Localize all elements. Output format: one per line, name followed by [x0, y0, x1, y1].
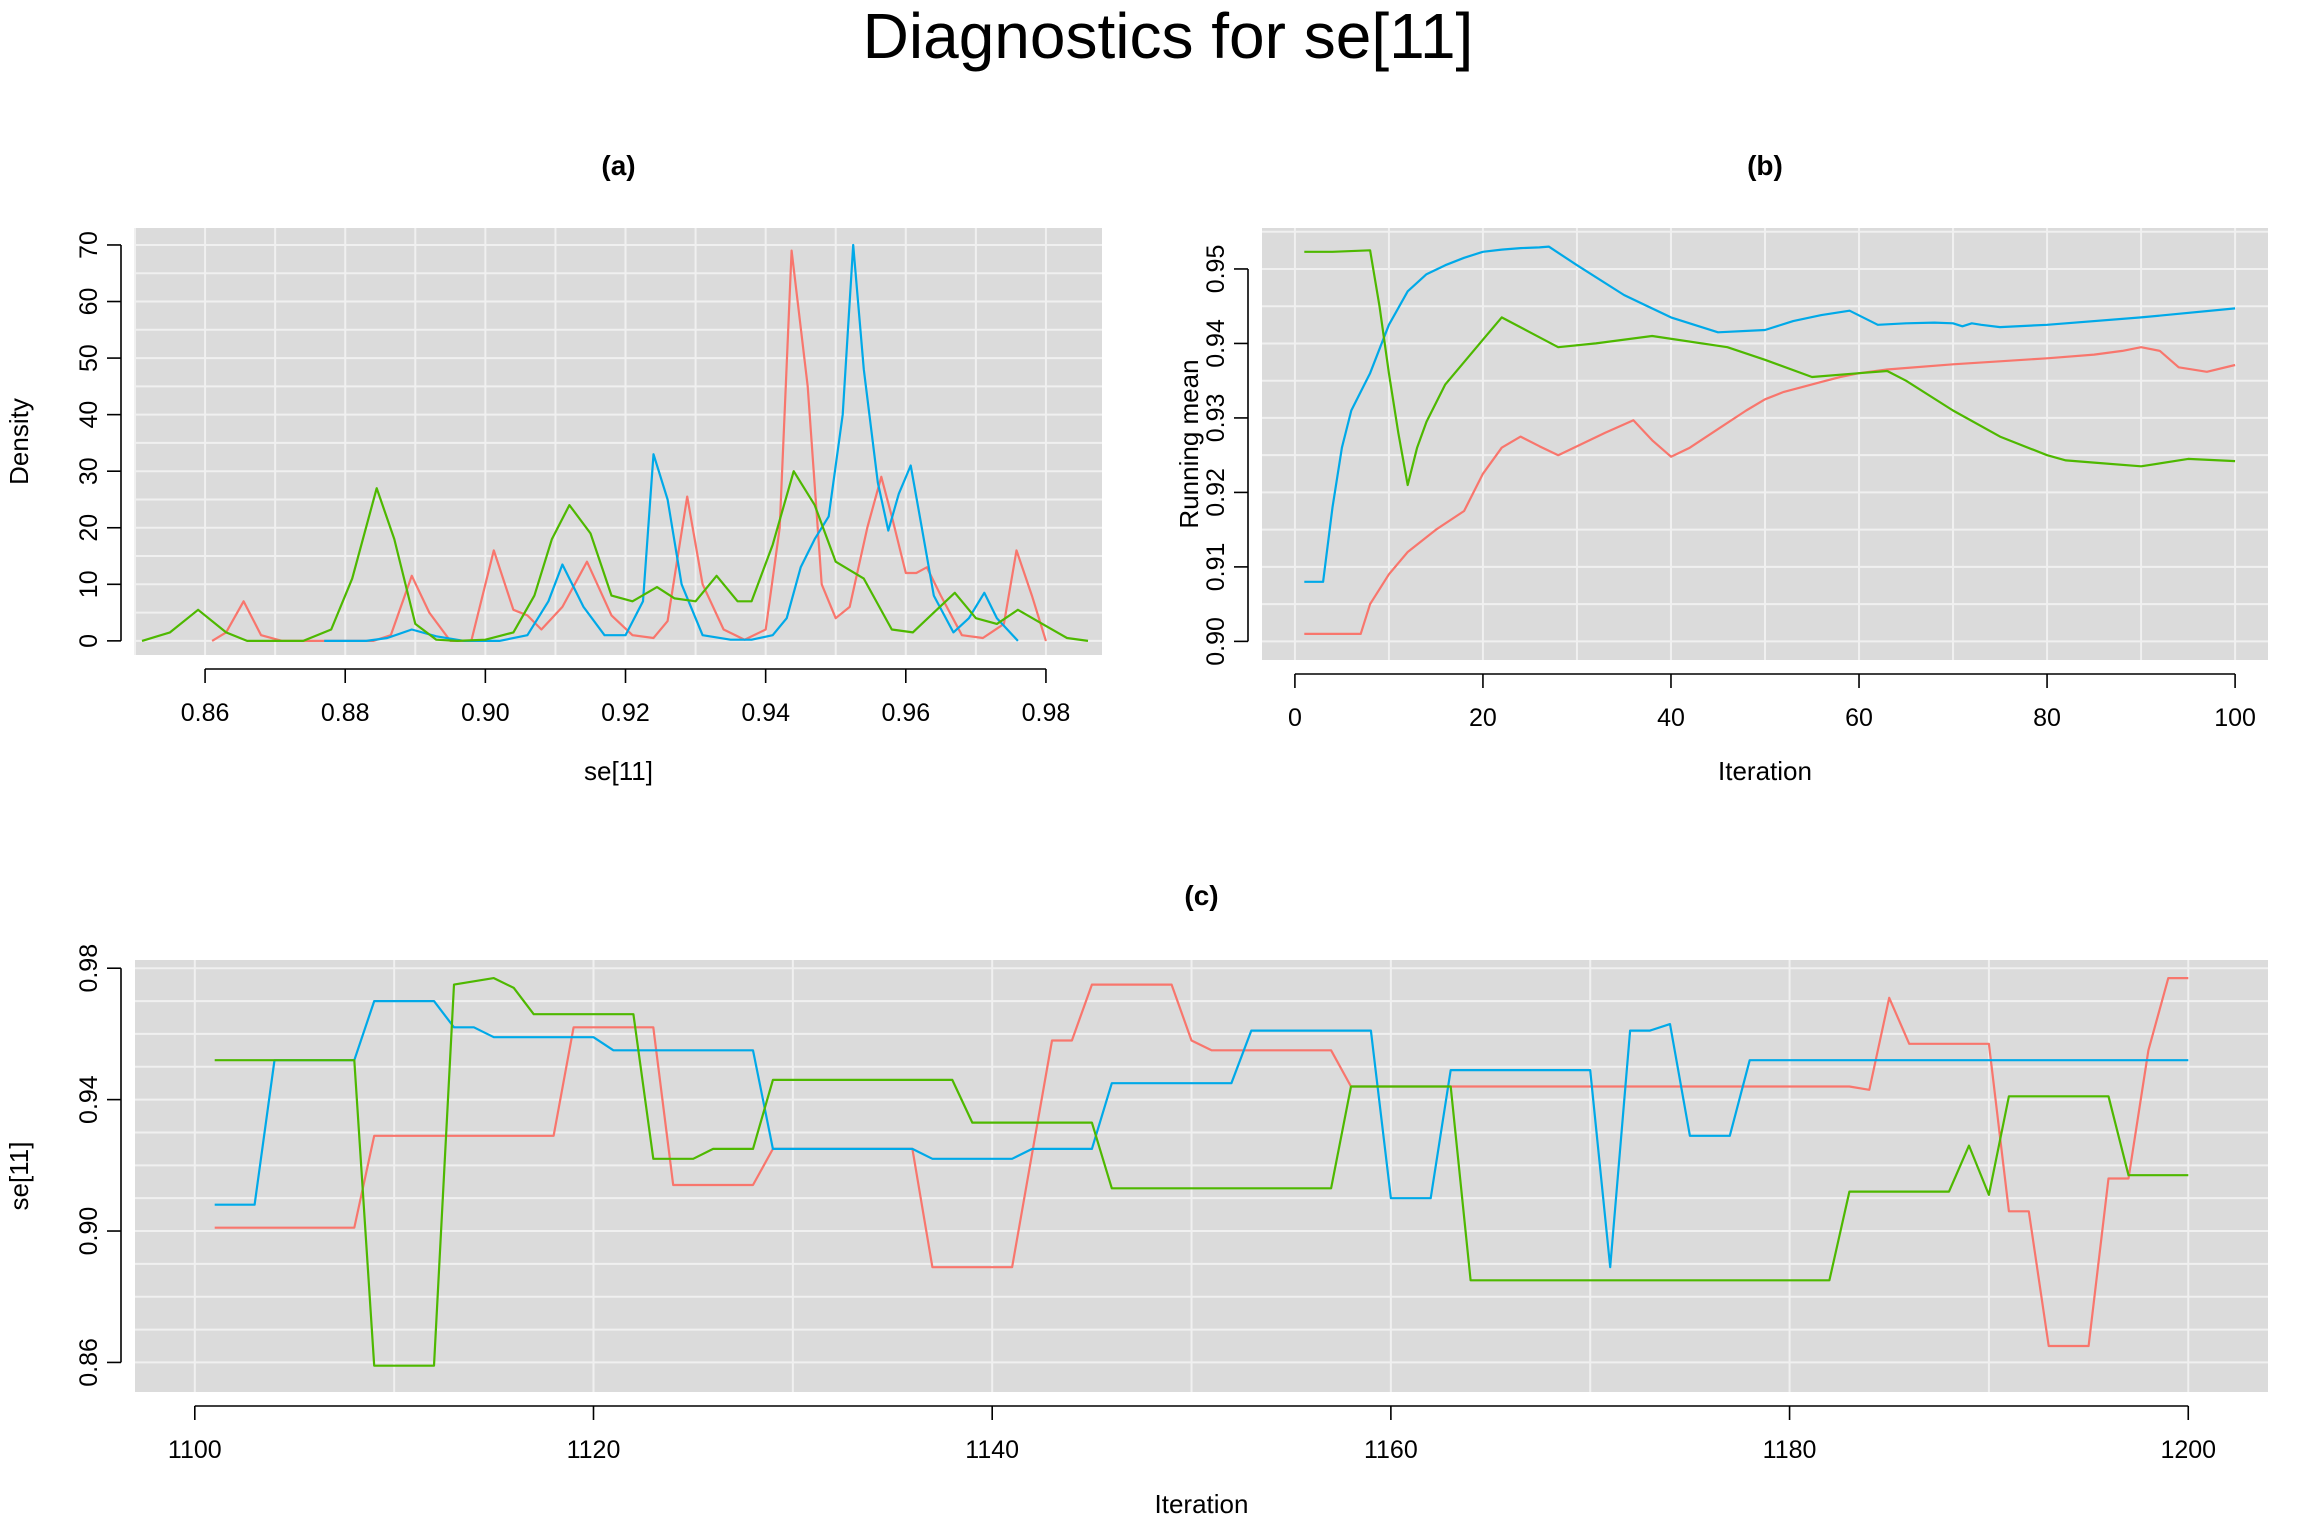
- y-tick-label: 60: [75, 288, 103, 316]
- y-axis-label: se[11]: [4, 1142, 34, 1211]
- x-tick-label: 20: [1469, 704, 1497, 732]
- x-tick-label: 0.96: [881, 699, 930, 727]
- x-tick-label: 1200: [2160, 1436, 2216, 1464]
- x-tick-label: 0.88: [321, 699, 370, 727]
- x-tick-label: 40: [1657, 704, 1685, 732]
- series-line-2: [324, 243, 1019, 643]
- main-title: Diagnostics for se[11]: [863, 0, 1474, 72]
- y-tick-label: 0.95: [1202, 245, 1230, 294]
- x-axis-label: Iteration: [1718, 756, 1812, 786]
- x-tick-label: 0.94: [741, 699, 790, 727]
- plot-background: [135, 960, 2268, 1392]
- y-tick-label: 0.86: [75, 1338, 103, 1387]
- series-line-1: [214, 976, 2189, 1348]
- panel-title: (b): [1747, 150, 1783, 181]
- y-tick-label: 10: [75, 570, 103, 598]
- y-axis-label: Density: [4, 398, 34, 485]
- y-tick-label: 70: [75, 231, 103, 259]
- y-tick-label: 20: [75, 514, 103, 542]
- x-tick-label: 100: [2214, 704, 2256, 732]
- y-tick-label: 0.98: [75, 944, 103, 993]
- series-line-2: [214, 999, 2189, 1269]
- x-tick-label: 0: [1288, 704, 1302, 732]
- y-tick-label: 0: [75, 634, 103, 648]
- y-axis-label: Running mean: [1174, 359, 1204, 528]
- y-tick-label: 0.94: [1202, 319, 1230, 368]
- y-tick-label: 40: [75, 401, 103, 429]
- x-tick-label: 1180: [1763, 1436, 1817, 1464]
- x-tick-label: 1120: [567, 1436, 621, 1464]
- x-tick-label: 1160: [1364, 1436, 1418, 1464]
- panel-c: 1100 1120 1140 1160 1180 1200 0.86 0.90 0.94 0.98…: [4, 880, 2268, 1519]
- x-tick-label: 0.98: [1022, 699, 1071, 727]
- plot-background: [135, 228, 1102, 655]
- series-line-1: [211, 249, 1047, 643]
- panel-title: (c): [1184, 880, 1218, 911]
- x-tick-label: 1140: [965, 1436, 1019, 1464]
- y-tick-label: 0.94: [75, 1075, 103, 1124]
- y-tick-label: 0.92: [1202, 468, 1230, 517]
- series-line-3: [1304, 249, 2236, 487]
- x-axis-label: Iteration: [1155, 1489, 1249, 1519]
- series-line-2: [1304, 245, 2236, 583]
- x-tick-label: 1100: [168, 1436, 222, 1464]
- series-line-3: [214, 976, 2189, 1367]
- series-line-1: [1304, 346, 2236, 636]
- x-tick-label: 0.92: [601, 699, 650, 727]
- panel-a: 0.86 0.88 0.90 0.92 0.94 0.96 0.98 0 10 20 30 40 50 6…: [4, 150, 1102, 786]
- x-tick-label: 60: [1845, 704, 1873, 732]
- series-line-3: [141, 470, 1089, 643]
- y-tick-label: 30: [75, 457, 103, 485]
- x-axis-label: se[11]: [584, 756, 653, 786]
- y-tick-label: 0.90: [1202, 617, 1230, 666]
- panel-title: (a): [601, 150, 635, 181]
- y-tick-label: 50: [75, 344, 103, 372]
- y-tick-label: 0.91: [1202, 543, 1230, 592]
- y-tick-label: 0.93: [1202, 394, 1230, 443]
- panel-b: 0 20 40 60 80 100 0.90 0.91 0.92 0.93 0.94 0.95 (b) I…: [1174, 150, 2268, 786]
- x-tick-label: 0.90: [461, 699, 510, 727]
- x-tick-label: 80: [2033, 704, 2061, 732]
- y-tick-label: 0.90: [75, 1207, 103, 1256]
- x-tick-label: 0.86: [181, 699, 230, 727]
